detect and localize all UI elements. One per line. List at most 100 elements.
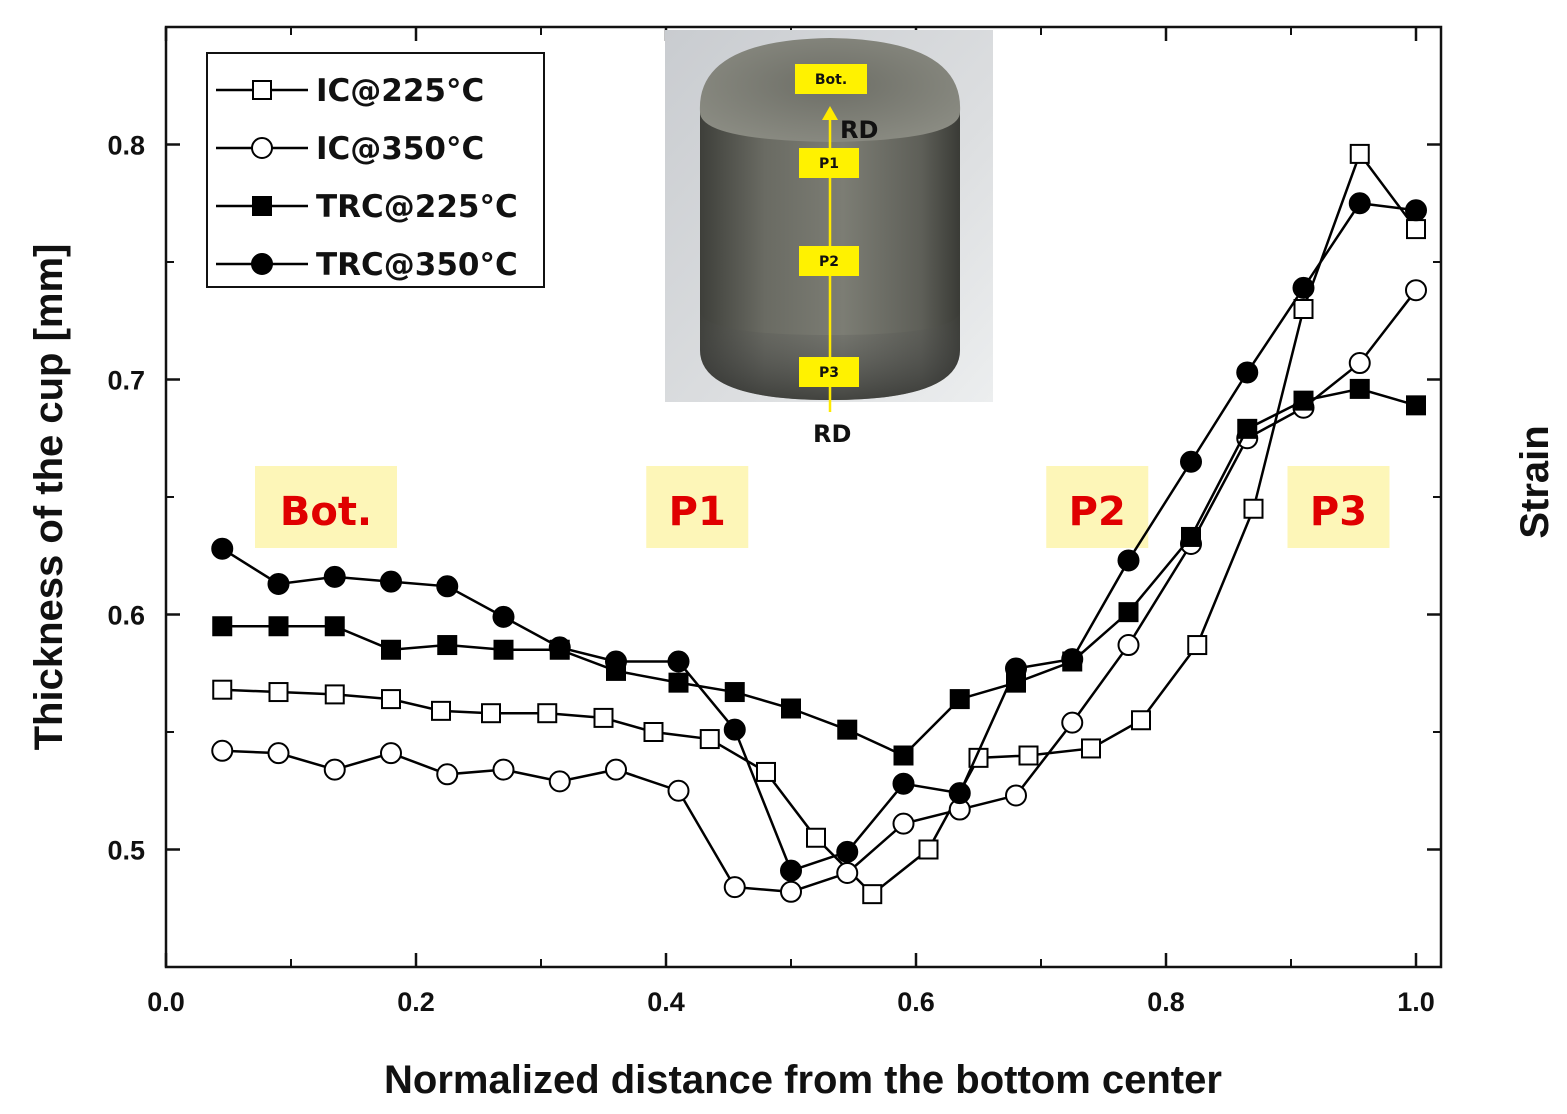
data-point [1406, 395, 1426, 416]
data-point [548, 636, 571, 659]
data-point [380, 742, 402, 765]
legend-item: TRC@350°C [216, 247, 518, 283]
x-tick-label: 1.0 [1397, 987, 1435, 1017]
region-label: P1 [669, 489, 726, 535]
region-label-box [255, 466, 397, 548]
data-point [1117, 634, 1140, 657]
data-point [836, 840, 859, 863]
data-point [1117, 549, 1140, 572]
data-point [605, 650, 627, 673]
data-point [481, 703, 501, 724]
region-label: P3 [1310, 489, 1367, 535]
y-tick-label: 0.6 [107, 601, 145, 631]
data-point [699, 729, 720, 750]
legend-marker [251, 253, 273, 275]
legend-item: TRC@225°C [216, 189, 518, 225]
legend-label: TRC@350°C [316, 247, 518, 283]
data-point [212, 616, 233, 637]
region-label-box [1287, 466, 1390, 548]
data-point [918, 839, 939, 860]
series-3 [211, 192, 1427, 882]
x-axis-title: Normalized distance from the bottom cent… [384, 1058, 1222, 1102]
data-point [1118, 602, 1139, 623]
y-axis-title: Thickness of the cup [mm] [27, 244, 71, 751]
data-point [756, 761, 776, 782]
data-point [892, 812, 915, 835]
series-1 [211, 279, 1427, 903]
series-line [222, 289, 1417, 894]
series-line [222, 387, 1417, 757]
data-point [1348, 352, 1371, 375]
data-point [1131, 710, 1151, 731]
rd-arrow-head [822, 106, 838, 120]
data-point [1349, 378, 1370, 399]
data-point [949, 689, 970, 710]
data-point [1005, 657, 1027, 680]
data-point [212, 679, 233, 700]
legend-item: IC@350°C [216, 131, 484, 167]
region-label: P2 [1069, 489, 1126, 535]
data-point [723, 718, 746, 741]
data-point [1243, 498, 1264, 519]
data-point [324, 684, 345, 705]
rd-label-top: RD [840, 116, 878, 144]
legend-label: TRC@225°C [316, 189, 518, 225]
region-labels: Bot. P1 P2 P3 [255, 466, 1390, 548]
x-tick-label: 0.2 [397, 987, 435, 1017]
data-point [1236, 361, 1259, 384]
y-tick-label: 0.7 [107, 366, 145, 396]
data-point [1187, 635, 1208, 656]
data-point [593, 707, 614, 728]
region-label-box [1046, 466, 1149, 548]
data-point [1405, 199, 1427, 222]
series-2 [212, 378, 1426, 766]
inset-tags: Bot. P1 P2 P3 [795, 64, 867, 387]
right-axis-title: Strain [1513, 425, 1557, 538]
data-point [1181, 526, 1201, 547]
data-point [1180, 450, 1202, 473]
y-tick-label: 0.5 [107, 836, 145, 866]
data-point [493, 639, 514, 660]
data-point [211, 537, 234, 560]
inset-tag-label: P1 [819, 156, 839, 172]
data-point [668, 672, 689, 693]
region-label-box [646, 466, 749, 548]
data-point [381, 639, 401, 660]
data-point [836, 862, 859, 884]
data-point [381, 689, 401, 710]
data-point [780, 880, 802, 903]
data-point [667, 650, 690, 673]
data-point [806, 827, 826, 848]
data-point [268, 682, 289, 703]
data-point [492, 758, 515, 781]
data-point [862, 884, 883, 905]
data-point [1292, 276, 1315, 299]
data-point [1293, 299, 1314, 319]
data-point [492, 605, 515, 628]
data-point [1349, 143, 1370, 164]
legend: IC@225°C IC@350°C TRC@225°C TRC@350°C [206, 52, 545, 288]
data-point [267, 572, 290, 595]
x-tick-label: 0.6 [897, 987, 935, 1017]
inset-tag-label: Bot. [815, 72, 847, 88]
data-point [837, 719, 858, 740]
data-point [667, 779, 690, 802]
data-point [948, 782, 971, 805]
data-point [1005, 784, 1027, 807]
data-point [1293, 390, 1314, 411]
data-point [1406, 219, 1426, 240]
data-point [1018, 745, 1039, 766]
inset-tag-label: P3 [819, 365, 839, 381]
data-point [323, 758, 346, 781]
data-point [211, 739, 234, 762]
legend-label: IC@225°C [316, 73, 484, 109]
data-point [780, 859, 802, 882]
legend-marker [251, 137, 273, 159]
data-point [892, 772, 915, 795]
data-point [437, 635, 458, 656]
inset-tag-box [799, 246, 859, 276]
inset-tag-box [799, 357, 859, 387]
data-point [893, 745, 914, 766]
data-point [548, 770, 571, 793]
